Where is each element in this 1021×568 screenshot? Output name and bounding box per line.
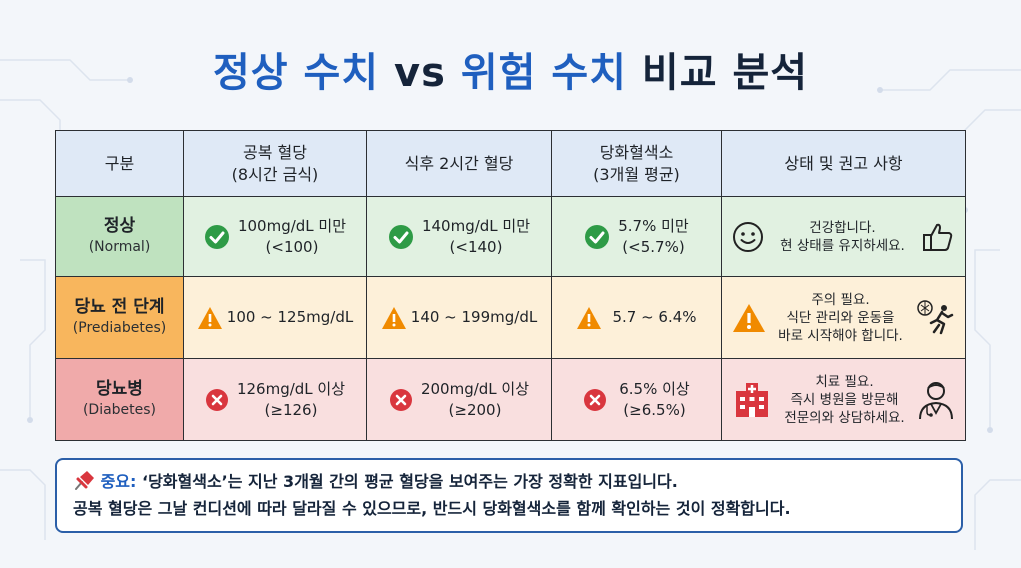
title-analysis: 비교 분석 — [641, 50, 809, 96]
note-text-1: ‘당화혈색소’는 지난 3개월 간의 평균 혈당을 보여주는 가장 정확한 지표… — [142, 472, 678, 491]
table-row-prediabetes: 당뇨 전 단계 (Prediabetes) 100 ~ 125mg/dL 140… — [55, 276, 966, 359]
note-important-label: 중요: — [100, 472, 137, 491]
running-person-icon — [917, 299, 954, 334]
page-title: 정상 수치 vs 위험 수치 비교 분석 — [0, 40, 1021, 98]
doctor-icon — [919, 381, 953, 419]
cell-normal-hba1c: 5.7% 미만 (<5.7%) — [551, 196, 722, 277]
header-fasting: 공복 혈당 (8시간 금식) — [183, 130, 367, 197]
row-label-diabetes: 당뇨병 (Diabetes) — [55, 358, 184, 441]
cell-pre-postmeal: 140 ~ 199mg/dL — [366, 276, 552, 359]
row-label-normal: 정상 (Normal) — [55, 196, 184, 277]
cell-normal-fasting: 100mg/dL 미만 (<100) — [183, 196, 367, 277]
check-circle-icon — [204, 224, 229, 249]
cell-normal-postmeal: 140mg/dL 미만 (<140) — [366, 196, 552, 277]
cell-normal-advice: 건강합니다. 현 상태를 유지하세요. — [721, 196, 966, 277]
cell-dia-postmeal: 200mg/dL 이상 (≥200) — [366, 358, 552, 441]
cell-dia-fasting: 126mg/dL 이상 (≥126) — [183, 358, 367, 441]
table-row-normal: 정상 (Normal) 100mg/dL 미만 (<100) 140mg/dL 미… — [55, 196, 966, 277]
check-circle-icon — [585, 224, 610, 249]
smile-icon — [733, 221, 763, 252]
note-text-2: 공복 혈당은 그날 컨디션에 따라 달라질 수 있으므로, 반드시 당화혈색소를… — [73, 499, 791, 518]
header-hba1c: 당화혈색소 (3개월 평균) — [551, 130, 722, 197]
cell-dia-advice: 치료 필요. 즉시 병원을 방문해 전문의와 상담하세요. — [721, 358, 966, 441]
cell-dia-hba1c: 6.5% 이상 (≥6.5%) — [551, 358, 722, 441]
row-label-prediabetes: 당뇨 전 단계 (Prediabetes) — [55, 276, 184, 359]
important-note: 중요: ‘당화혈색소’는 지난 3개월 간의 평균 혈당을 보여주는 가장 정확… — [55, 458, 963, 533]
cell-pre-advice: 주의 필요. 식단 관리와 운동을 바로 시작해야 합니다. — [721, 276, 966, 359]
header-category: 구분 — [55, 130, 184, 197]
warning-icon — [733, 303, 765, 332]
check-circle-icon — [388, 224, 413, 249]
table-header-row: 구분 공복 혈당 (8시간 금식) 식후 2시간 혈당 당화혈색소 (3개월 평균)… — [55, 130, 966, 197]
warning-icon — [197, 306, 222, 329]
comparison-table: 구분 공복 혈당 (8시간 금식) 식후 2시간 혈당 당화혈색소 (3개월 평균)… — [55, 130, 966, 441]
pushpin-icon — [75, 471, 94, 490]
title-danger: 위험 수치 — [460, 50, 627, 96]
note-line-1: 중요: ‘당화혈색소’는 지난 3개월 간의 평균 혈당을 보여주는 가장 정확… — [73, 468, 945, 495]
cell-pre-hba1c: 5.7 ~ 6.4% — [551, 276, 722, 359]
table-row-diabetes: 당뇨병 (Diabetes) 126mg/dL 이상 (≥126) 200mg/d… — [55, 358, 966, 441]
thumbs-up-icon — [923, 223, 953, 251]
header-advice: 상태 및 권고 사항 — [721, 130, 966, 197]
cell-pre-fasting: 100 ~ 125mg/dL — [183, 276, 367, 359]
header-postmeal: 식후 2시간 혈당 — [366, 130, 552, 197]
x-circle-icon — [389, 388, 412, 411]
warning-icon — [577, 306, 602, 329]
title-normal: 정상 수치 — [212, 50, 380, 96]
x-circle-icon — [205, 388, 228, 411]
x-circle-icon — [584, 388, 607, 411]
warning-icon — [381, 306, 406, 329]
title-vs: vs — [394, 50, 446, 96]
hospital-icon — [736, 382, 768, 417]
